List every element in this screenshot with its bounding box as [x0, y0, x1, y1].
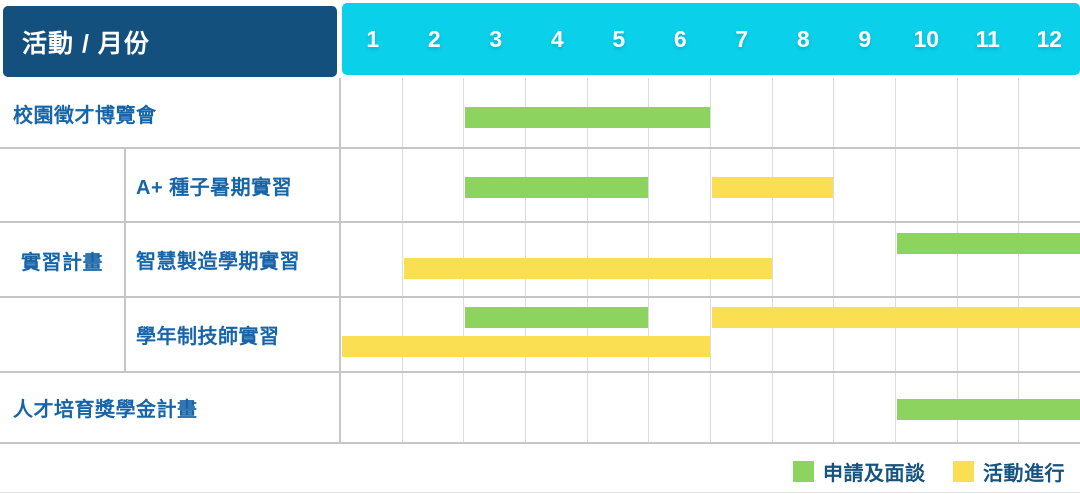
month-header-row: 1 2 3 4 5 6 7 8 9 10 11 12	[342, 3, 1080, 75]
gantt-bar	[465, 307, 649, 328]
row-border-line	[0, 296, 1080, 298]
row-label-talent-scholarship-program: 人才培育獎學金計畫	[13, 399, 198, 421]
corner-header: 活動 / 月份	[3, 6, 337, 77]
month-header-cell: 9	[858, 25, 872, 52]
month-header-cell: 3	[489, 25, 503, 52]
month-header-cell: 12	[1036, 25, 1063, 52]
legend-item-ongoing: 活動進行	[953, 457, 1065, 486]
month-grid-line	[772, 78, 773, 443]
gantt-bar	[465, 107, 710, 128]
gantt-bar	[712, 307, 1080, 328]
month-header-cell: 1	[366, 25, 380, 52]
month-header-cell: 4	[550, 25, 564, 52]
corner-header-label: 活動 / 月份	[22, 29, 150, 58]
row-border-line	[0, 221, 1080, 223]
row-label-smart-mfg-semester-internship: 智慧製造學期實習	[136, 251, 300, 273]
row-border-line	[0, 371, 1080, 373]
legend-item-apply: 申請及面談	[793, 457, 926, 486]
month-header-cell: 11	[975, 25, 1000, 52]
row-label-aplus-summer-internship: A+ 種子暑期實習	[136, 176, 293, 199]
row-label-yearlong-technician-internship: 學年制技師實習	[136, 326, 280, 348]
group-subrow-divider	[124, 148, 126, 372]
month-header-cell: 2	[427, 25, 441, 52]
month-header-cell: 5	[612, 25, 626, 52]
month-grid-line	[1018, 78, 1019, 443]
gantt-bar	[712, 177, 834, 198]
label-chart-divider	[339, 78, 341, 444]
row-label-campus-fair: 校園徵才博覽會	[13, 104, 157, 127]
group-label-internship-program: 實習計畫	[21, 251, 103, 274]
month-grid-line	[957, 78, 958, 443]
legend-label-ongoing: 活動進行	[983, 463, 1065, 485]
legend-label-apply: 申請及面談	[823, 463, 926, 485]
gantt-bar	[897, 233, 1080, 254]
gantt-bar	[465, 177, 649, 198]
month-grid-line	[833, 78, 834, 443]
gantt-bar	[897, 399, 1080, 420]
month-header-cell: 10	[913, 25, 940, 52]
month-header-cell: 6	[673, 25, 687, 52]
row-border-line	[0, 442, 1080, 444]
gantt-bar	[342, 336, 710, 357]
gantt-bar	[403, 258, 772, 279]
month-header-cell: 8	[796, 25, 810, 52]
month-grid-line	[402, 78, 403, 443]
month-grid-line	[895, 78, 896, 443]
row-border-line	[0, 147, 1080, 149]
legend-swatch-green	[793, 461, 814, 482]
legend-swatch-yellow	[953, 461, 974, 482]
month-header-cell: 7	[735, 25, 749, 52]
bottom-edge-line	[0, 492, 1080, 493]
